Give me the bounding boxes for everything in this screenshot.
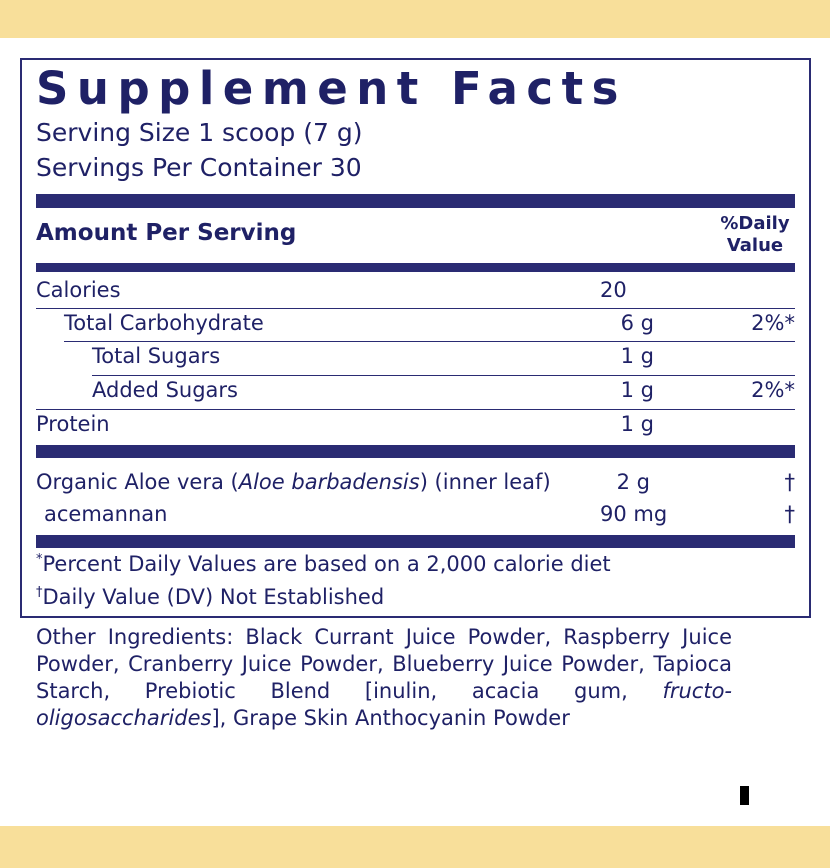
dv-header-line: %Daily xyxy=(720,213,790,234)
row-amount: 1 g xyxy=(620,412,654,436)
servings-per-container: Servings Per Container 30 xyxy=(36,153,362,182)
botanical-name: acemannan xyxy=(44,502,167,526)
text: ], Grape Skin Anthocyanin Powder xyxy=(211,706,570,730)
mark xyxy=(740,786,749,805)
footnote: †Daily Value (DV) Not Established xyxy=(36,585,384,609)
text: Organic Aloe vera ( xyxy=(36,470,239,494)
latin-name: Aloe barbadensis xyxy=(238,470,420,494)
botanical-dv: † xyxy=(784,470,796,494)
row-amount: 6 g xyxy=(620,311,654,335)
row-name: Calories xyxy=(36,278,121,302)
divider xyxy=(36,445,795,458)
text: acemannan xyxy=(44,502,168,526)
row-dv: 2%* xyxy=(751,378,795,402)
row-name: Total Carbohydrate xyxy=(64,311,264,335)
row-line xyxy=(92,375,795,376)
footnote-symbol: * xyxy=(36,552,43,567)
serving-size: Serving Size 1 scoop (7 g) xyxy=(36,118,363,147)
row-name: Protein xyxy=(36,412,110,436)
row-name: Added Sugars xyxy=(92,378,238,402)
italic-text: fructo-oligosaccharides xyxy=(36,679,732,730)
row-line xyxy=(36,308,795,309)
row-amount: 20 xyxy=(600,278,627,302)
facts-panel xyxy=(20,58,811,618)
botanical-name: Organic Aloe vera (Aloe barbadensis) (in… xyxy=(36,470,551,494)
row-dv: 2%* xyxy=(751,311,795,335)
botanical-amount: 2 g xyxy=(616,470,650,494)
row-name: Total Sugars xyxy=(92,344,221,368)
top-band xyxy=(0,0,830,38)
divider xyxy=(36,194,795,208)
row-line xyxy=(64,341,795,342)
title: Supplement Facts xyxy=(36,62,627,115)
footnote-text: Percent Daily Values are based on a 2,00… xyxy=(42,552,611,576)
botanical-amount: 90 mg xyxy=(600,502,668,526)
divider xyxy=(36,263,795,272)
dv-header-line: Value xyxy=(726,235,784,256)
botanical-dv: † xyxy=(784,502,796,526)
row-line xyxy=(36,409,795,410)
other-ingredients: Other Ingredients: Black Currant Juice P… xyxy=(36,624,732,732)
footnote: *Percent Daily Values are based on a 2,0… xyxy=(36,552,611,576)
row-amount: 1 g xyxy=(620,344,654,368)
footnote-text: Daily Value (DV) Not Established xyxy=(42,585,385,609)
text: Other Ingredients: Black Currant Juice P… xyxy=(36,625,732,703)
dv-header: %Daily Value xyxy=(715,213,795,257)
row-amount: 1 g xyxy=(620,378,654,402)
bottom-band xyxy=(0,826,830,868)
footnote-symbol: † xyxy=(36,585,43,600)
text: ) (inner leaf) xyxy=(419,470,551,494)
divider xyxy=(36,535,795,548)
amount-header: Amount Per Serving xyxy=(36,220,297,246)
